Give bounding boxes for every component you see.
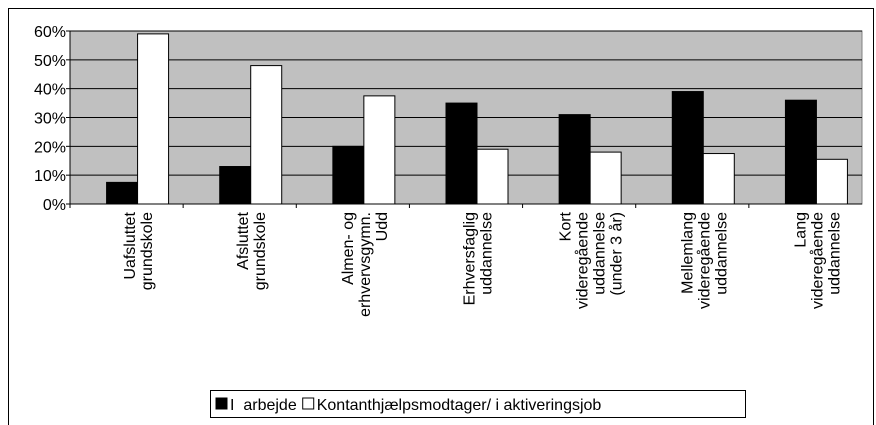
bar xyxy=(784,99,817,205)
x-tick-label: Uafsluttetgrundskole xyxy=(122,211,156,290)
y-tick-label: 10% xyxy=(34,168,66,185)
x-tick-label: Mellemlangvideregåendeuddannelse xyxy=(679,212,730,309)
bar xyxy=(558,114,591,205)
bar xyxy=(106,181,139,205)
y-tick-label: 20% xyxy=(34,139,66,156)
bar xyxy=(445,102,478,205)
legend-label: Kontanthjælpsmodtager/ i aktiveringsjob xyxy=(317,397,602,414)
x-tick-label: Kortvideregåendeuddannelse(under 3 år) xyxy=(558,211,626,309)
bar xyxy=(476,148,509,205)
bar xyxy=(702,153,735,205)
bar xyxy=(332,145,365,205)
bar xyxy=(671,91,704,205)
bar xyxy=(137,33,170,205)
y-tick-label: 0% xyxy=(43,197,66,214)
x-tick-label: Afsluttetgrundskole xyxy=(235,211,269,290)
legend-box xyxy=(210,390,746,418)
legend-swatch xyxy=(302,397,315,410)
bar xyxy=(815,158,848,205)
y-tick-label: 60% xyxy=(34,24,66,41)
bar xyxy=(363,95,396,205)
legend-label: I arbejde xyxy=(230,397,297,414)
x-tick-label: Almen- ogerhvervsgymn.Udd xyxy=(340,212,391,317)
y-tick-label: 30% xyxy=(34,111,66,128)
y-tick-label: 40% xyxy=(34,82,66,99)
legend-swatch xyxy=(215,397,228,410)
bar xyxy=(250,65,283,205)
bar xyxy=(219,166,252,205)
y-tick-label: 50% xyxy=(34,53,66,70)
bar xyxy=(589,151,622,205)
x-tick-label: Erhversfagliguddannelse xyxy=(462,212,496,305)
x-tick-label: Langvideregåendeuddannelse xyxy=(792,212,843,309)
